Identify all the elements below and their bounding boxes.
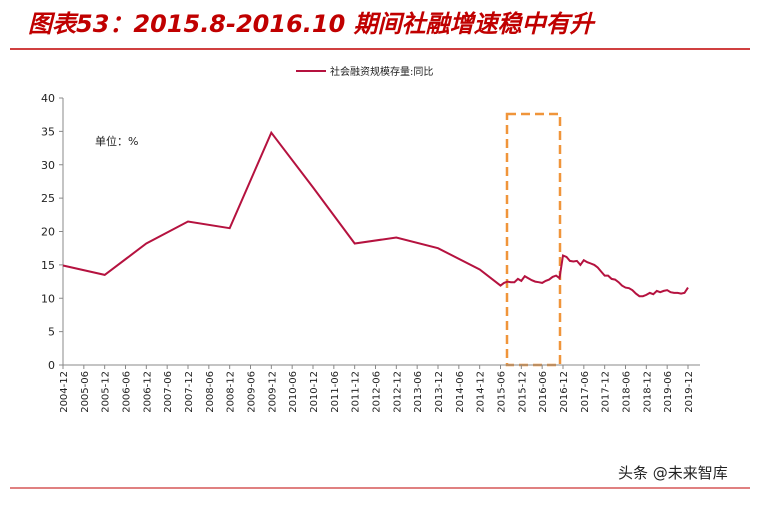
series-line xyxy=(62,130,689,298)
x-tick-label: 2014-06 xyxy=(455,371,466,413)
x-tick-label: 2017-12 xyxy=(601,371,612,413)
y-tick-label: 30 xyxy=(41,159,55,172)
watermark: 头条 @未来智库 xyxy=(618,464,728,482)
x-tick-label: 2018-06 xyxy=(622,371,633,413)
x-tick-label: 2012-12 xyxy=(392,371,403,413)
y-tick-label: 5 xyxy=(48,326,55,339)
x-tick-label: 2007-06 xyxy=(163,371,174,413)
x-tick-label: 2015-06 xyxy=(497,371,508,413)
x-tick-label: 2010-12 xyxy=(309,371,320,413)
y-tick-label: 35 xyxy=(41,125,55,138)
chart-title: 图表53：2015.8-2016.10 期间社融增速稳中有升 xyxy=(28,10,597,38)
x-tick-label: 2019-06 xyxy=(663,371,674,413)
x-tick-label: 2011-12 xyxy=(351,371,362,413)
x-tick-label: 2007-12 xyxy=(184,371,195,413)
x-tick-label: 2011-06 xyxy=(330,371,341,413)
x-tick-label: 2005-06 xyxy=(80,371,91,413)
x-tick-label: 2018-12 xyxy=(642,371,653,413)
x-tick-label: 2012-06 xyxy=(372,371,383,413)
x-tick-label: 2017-06 xyxy=(580,371,591,413)
y-tick-label: 10 xyxy=(41,292,55,305)
y-tick-label: 20 xyxy=(41,226,55,239)
x-tick-label: 2013-06 xyxy=(413,371,424,413)
x-tick-label: 2006-12 xyxy=(142,371,153,413)
x-tick-label: 2010-06 xyxy=(288,371,299,413)
highlight-box xyxy=(505,112,562,367)
y-tick-label: 25 xyxy=(41,192,55,205)
x-tick-label: 2009-06 xyxy=(247,371,258,413)
legend-label: 社会融资规模存量:同比 xyxy=(330,65,433,78)
annotation: 单位：% xyxy=(95,134,138,148)
x-tick-label: 2004-12 xyxy=(59,371,70,413)
y-tick-label: 40 xyxy=(41,92,55,105)
x-tick-label: 2016-06 xyxy=(538,371,549,413)
x-tick-label: 2006-06 xyxy=(122,371,133,413)
x-tick-label: 2016-12 xyxy=(559,371,570,413)
y-tick-label: 0 xyxy=(48,359,55,372)
x-tick-label: 2008-12 xyxy=(226,371,237,413)
x-tick-label: 2005-12 xyxy=(101,371,112,413)
x-tick-label: 2014-12 xyxy=(476,371,487,413)
x-tick-label: 2015-12 xyxy=(517,371,528,413)
x-tick-label: 2013-12 xyxy=(434,371,445,413)
x-tick-label: 2008-06 xyxy=(205,371,216,413)
y-tick-label: 15 xyxy=(41,259,55,272)
x-tick-label: 2009-12 xyxy=(267,371,278,413)
x-tick-label: 2019-12 xyxy=(684,371,695,413)
